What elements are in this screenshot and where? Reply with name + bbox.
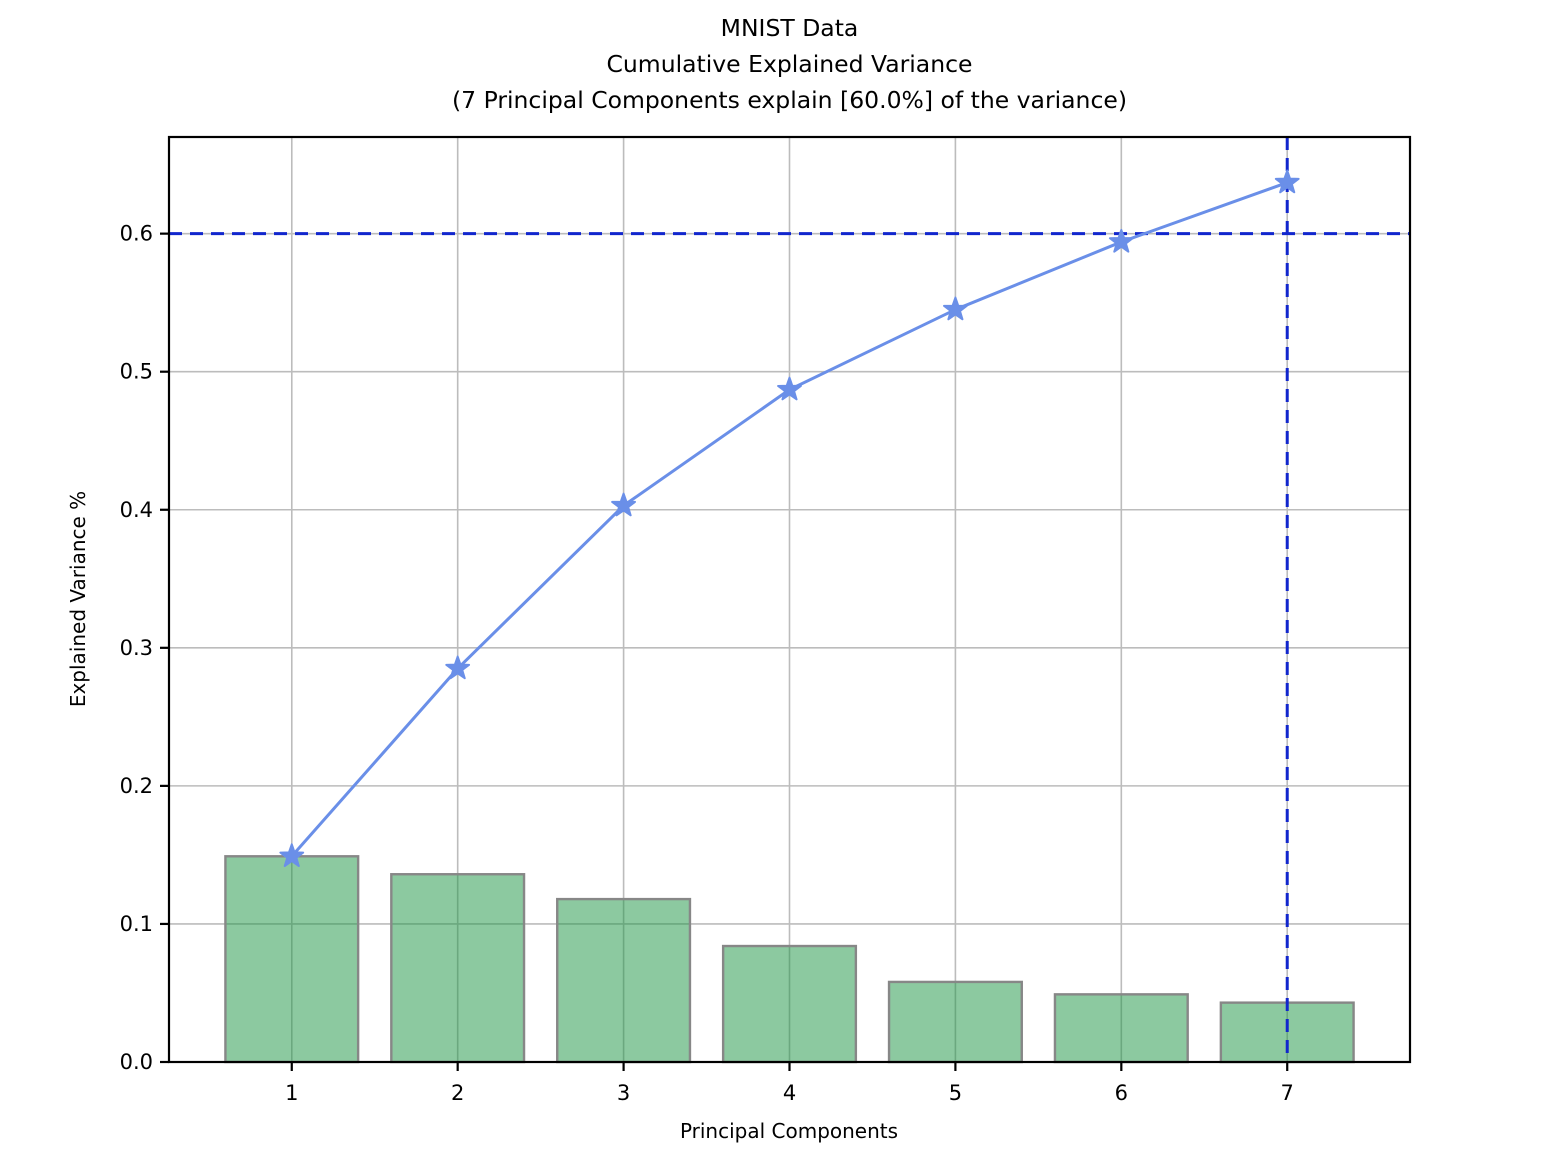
chart-title-line-1: MNIST Data <box>720 14 859 42</box>
chart-title: MNIST Data Cumulative Explained Variance… <box>169 10 1410 118</box>
bar <box>556 897 692 1064</box>
y-tick-label: 0.6 <box>120 222 153 246</box>
y-axis: 0.0 0.1 0.2 0.3 0.4 0.5 0.6 <box>120 222 169 1074</box>
bar <box>721 944 858 1064</box>
x-tick-label: 3 <box>617 1081 630 1105</box>
data-point-marker-star <box>1108 228 1134 253</box>
x-axis: 1 2 3 4 5 6 7 <box>285 1062 1294 1105</box>
y-tick-label: 0.2 <box>120 774 153 798</box>
bar <box>390 873 526 1064</box>
x-tick-label: 4 <box>783 1081 796 1105</box>
data-point-marker-star <box>943 296 968 321</box>
bar <box>224 855 360 1064</box>
bar <box>887 980 1023 1064</box>
y-axis-label: Explained Variance % <box>66 490 90 708</box>
x-tick-label: 2 <box>451 1081 464 1105</box>
chart-title-line-2: Cumulative Explained Variance <box>606 50 973 78</box>
y-tick-label: 0.5 <box>120 360 153 384</box>
x-tick-label: 7 <box>1281 1081 1294 1105</box>
bars-series <box>224 855 1355 1064</box>
data-point-markers <box>279 169 1300 867</box>
data-point-marker-star <box>279 843 305 867</box>
x-tick-label: 6 <box>1115 1081 1128 1105</box>
data-point-marker-star <box>1274 169 1300 194</box>
bar <box>1053 993 1189 1064</box>
y-tick-label: 0.1 <box>120 912 153 936</box>
x-axis-label: Principal Components <box>679 1119 899 1143</box>
y-tick-label: 0.4 <box>120 498 153 522</box>
bar <box>1219 1001 1355 1064</box>
x-tick-label: 1 <box>285 1081 298 1105</box>
data-point-marker-star <box>445 655 471 680</box>
x-tick-label: 5 <box>949 1081 962 1105</box>
chart-title-line-3: (7 Principal Components explain [60.0%] … <box>452 86 1127 114</box>
data-point-marker-star <box>777 376 802 401</box>
data-point-marker-star <box>611 492 636 517</box>
y-tick-label: 0.0 <box>120 1050 153 1074</box>
y-tick-label: 0.3 <box>120 636 153 660</box>
